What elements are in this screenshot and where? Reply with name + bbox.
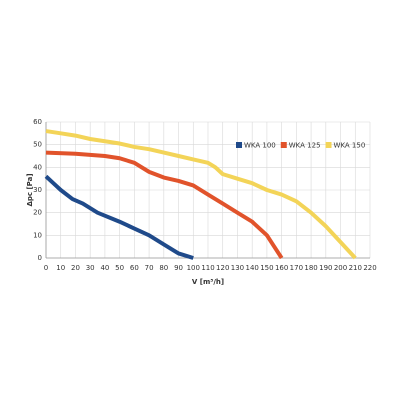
x-tick-label: 210	[349, 264, 362, 272]
x-tick-label: 150	[260, 264, 273, 272]
series-line	[45, 150, 284, 260]
x-tick-label: 40	[100, 264, 109, 272]
x-tick-label: 120	[216, 264, 229, 272]
x-tick-label: 110	[201, 264, 214, 272]
x-tick-label: 180	[304, 264, 317, 272]
legend-label: WKA 125	[289, 142, 321, 150]
legend-swatch	[236, 142, 242, 148]
y-axis-label: Δpc [Pa]	[26, 173, 34, 206]
x-tick-label: 0	[44, 264, 48, 272]
x-tick-label: 30	[86, 264, 95, 272]
legend-swatch	[280, 142, 287, 148]
series-line	[44, 174, 194, 260]
x-tick-label: 10	[56, 264, 65, 272]
legend-swatch	[325, 142, 332, 148]
x-tick-label: 80	[159, 264, 168, 272]
legend-label: WKA 150	[334, 142, 366, 150]
y-tick-label: 40	[33, 163, 42, 171]
y-tick-label: 20	[33, 209, 42, 217]
y-tick-label: 30	[33, 186, 42, 194]
x-tick-label: 60	[130, 264, 139, 272]
y-tick-label: 0	[38, 254, 42, 262]
x-tick-label: 70	[145, 264, 154, 272]
x-axis-label: V [m³/h]	[192, 278, 224, 286]
legend-label: WKA 100	[244, 142, 276, 150]
x-tick-label: 190	[319, 264, 332, 272]
x-tick-label: 100	[187, 264, 200, 272]
series-line	[45, 129, 357, 260]
x-tick-label: 90	[174, 264, 183, 272]
y-tick-label: 10	[33, 231, 42, 239]
y-tick-label: 60	[33, 118, 42, 126]
x-tick-label: 220	[363, 264, 376, 272]
x-tick-label: 170	[290, 264, 303, 272]
x-tick-label: 20	[71, 264, 80, 272]
x-tick-label: 200	[334, 264, 347, 272]
y-tick-label: 50	[33, 141, 42, 149]
x-tick-label: 50	[115, 264, 124, 272]
x-tick-label: 160	[275, 264, 288, 272]
x-tick-label: 140	[245, 264, 258, 272]
x-tick-label: 130	[231, 264, 244, 272]
